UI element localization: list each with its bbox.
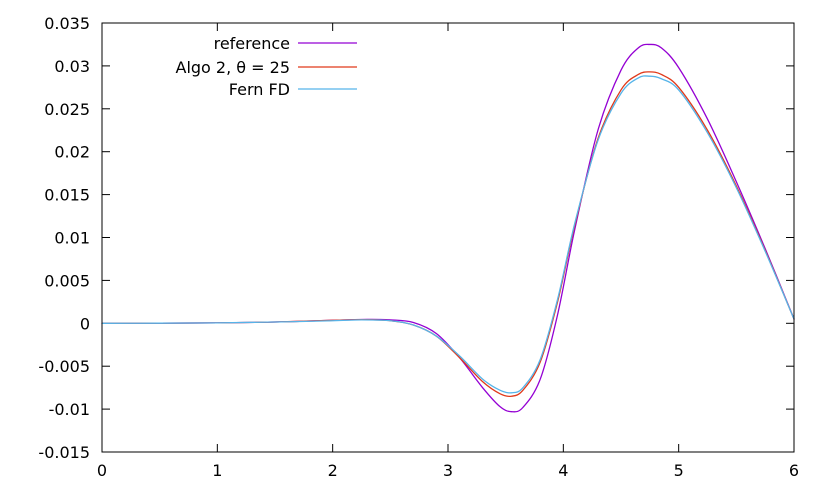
series-line-fern-fd bbox=[101, 75, 795, 394]
plot-area bbox=[101, 43, 795, 413]
x-tick-label: 5 bbox=[674, 461, 684, 480]
y-axis: -0.015 -0.01 -0.005 0 0.005 0.01 0.015 0.02 0.02… bbox=[38, 14, 794, 462]
y-tick-label: 0.025 bbox=[44, 100, 90, 119]
x-tick-label: 1 bbox=[212, 461, 222, 480]
y-tick-label: -0.01 bbox=[49, 400, 90, 419]
legend-label-reference: reference bbox=[214, 34, 290, 53]
legend-label-algo-2: Algo 2, θ = 25 bbox=[176, 58, 291, 77]
series-line-algo-2 bbox=[101, 71, 795, 398]
y-tick-label: 0.035 bbox=[44, 14, 90, 33]
legend-label-fern-fd: Fern FD bbox=[229, 80, 290, 99]
y-tick-label: 0 bbox=[80, 314, 90, 333]
y-tick-label: -0.005 bbox=[38, 357, 90, 376]
x-axis: 0 1 2 3 4 5 6 bbox=[97, 23, 799, 480]
y-tick-label: 0.015 bbox=[44, 186, 90, 205]
y-tick-label: 0.02 bbox=[54, 143, 90, 162]
plot-frame bbox=[101, 22, 795, 453]
legend: reference Algo 2, θ = 25 Fern FD bbox=[176, 34, 357, 99]
x-tick-label: 6 bbox=[789, 461, 799, 480]
y-tick-label: -0.015 bbox=[38, 443, 90, 462]
y-tick-label: 0.005 bbox=[44, 271, 90, 290]
series-line-reference bbox=[101, 43, 795, 413]
x-tick-label: 3 bbox=[443, 461, 453, 480]
x-tick-label: 0 bbox=[97, 461, 107, 480]
y-tick-label: 0.01 bbox=[54, 229, 90, 248]
y-tick-label: 0.03 bbox=[54, 57, 90, 76]
x-tick-label: 4 bbox=[558, 461, 568, 480]
x-tick-label: 2 bbox=[328, 461, 338, 480]
